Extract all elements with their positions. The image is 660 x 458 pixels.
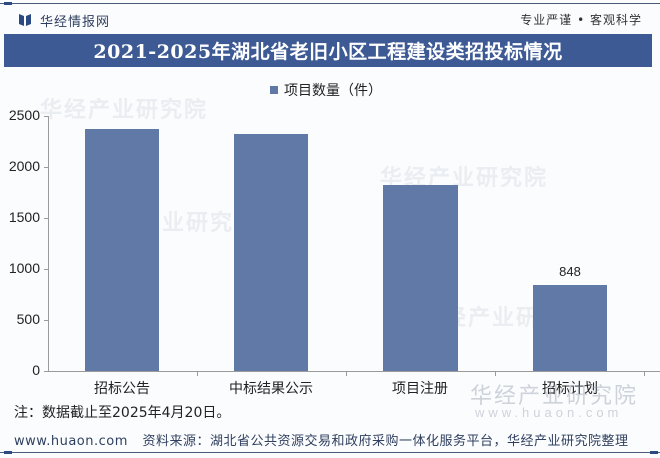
brand-name: 华经情报网 xyxy=(40,14,111,30)
y-tick-label: 500 xyxy=(16,311,40,327)
y-tick-label: 2000 xyxy=(8,158,40,174)
x-category-label: 项目注册 xyxy=(392,381,448,397)
y-tick-label: 0 xyxy=(32,362,40,378)
brand: 华经情报网 xyxy=(18,11,111,30)
x-tick xyxy=(197,371,198,376)
legend-label: 项目数量（件） xyxy=(284,83,382,99)
x-category-label: 招标公告 xyxy=(94,381,150,397)
bar-value-label: 848 xyxy=(559,264,581,279)
bottom-rule-cap xyxy=(4,451,12,454)
watermark-logo-text: 华经产业研究院 xyxy=(470,384,639,409)
footer-url[interactable]: www.huaon.com xyxy=(14,434,128,449)
title-bar: 2021-2025年湖北省老旧小区工程建设类招投标情况 xyxy=(4,34,652,67)
book-logo-icon xyxy=(19,14,31,26)
footer-source: 资料来源：湖北省公共资源交易和政府采购一体化服务平台，华经产业研究院整理 xyxy=(142,434,629,449)
x-axis xyxy=(44,371,660,372)
chart-title: 2021-2025年湖北省老旧小区工程建设类招投标情况 xyxy=(93,41,563,63)
legend: 项目数量（件） xyxy=(270,80,382,100)
x-tick xyxy=(346,371,347,376)
y-axis xyxy=(48,116,49,372)
watermark-text: 华经产业研究院 xyxy=(40,98,209,123)
top-rule xyxy=(0,3,660,4)
watermark-url: www.huaon.com xyxy=(475,405,623,420)
top-rule-cap xyxy=(4,2,12,5)
data-note: 注：数据截止至2025年4月20日。 xyxy=(14,405,231,421)
y-tick-label: 2500 xyxy=(8,107,40,123)
footer: www.huaon.com 资料来源：湖北省公共资源交易和政府采购一体化服务平台… xyxy=(14,430,629,449)
bottom-rule-cap xyxy=(650,451,658,454)
slogan: 专业严谨 • 客观科学 xyxy=(520,13,642,27)
y-tick-label: 1500 xyxy=(8,209,40,225)
y-tick xyxy=(44,116,49,117)
legend-swatch xyxy=(270,86,278,94)
x-category-label: 中标结果公示 xyxy=(229,381,313,397)
y-tick xyxy=(44,218,49,219)
y-tick xyxy=(44,269,49,270)
x-tick xyxy=(495,371,496,376)
x-tick xyxy=(644,371,645,376)
bar-xiangmu-zhuce[interactable] xyxy=(383,185,458,371)
y-tick xyxy=(44,167,49,168)
bar-zhaobiao-gonggao[interactable] xyxy=(85,129,159,371)
bottom-rule xyxy=(0,452,660,453)
bar-zhongbiao-jieguo-gongshi[interactable] xyxy=(234,134,308,371)
x-category-label: 招标计划 xyxy=(542,381,598,397)
y-tick-label: 1000 xyxy=(8,260,40,276)
bar-zhaobiao-jihua[interactable] xyxy=(533,285,607,371)
y-tick xyxy=(44,320,49,321)
